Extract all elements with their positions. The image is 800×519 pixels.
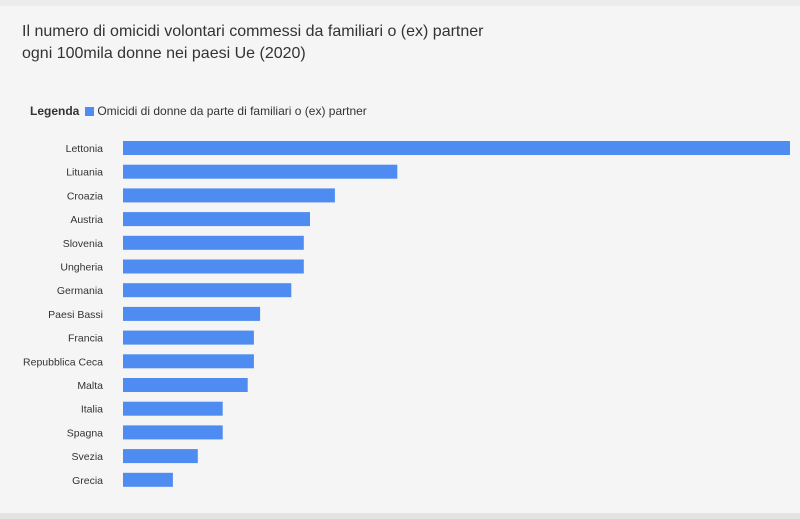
bar-lettonia: [123, 141, 790, 155]
category-label-svezia: Svezia: [71, 451, 103, 463]
category-label-croazia: Croazia: [67, 190, 103, 202]
category-label-germania: Germania: [57, 285, 103, 297]
bar-grecia: [123, 472, 173, 487]
chart-title-line-2: ogni 100mila donne nei paesi Ue (2020): [22, 45, 306, 62]
legend-label: Omicidi di donne da parte di familiari o…: [97, 104, 367, 118]
bar-austria: [123, 212, 310, 227]
category-label-austria: Austria: [70, 214, 103, 226]
top-edge: [0, 0, 800, 6]
category-label-ungheria: Ungheria: [60, 262, 103, 274]
category-label-paesi-bassi: Paesi Bassi: [48, 309, 103, 321]
bar-malta: [123, 378, 248, 392]
chart-title: Il numero di omicidi volontari commessi …: [22, 21, 642, 65]
category-label-lituania: Lituania: [66, 167, 103, 179]
legend-swatch: [85, 106, 95, 116]
category-label-slovenia: Slovenia: [63, 238, 103, 250]
bar-slovenia: [123, 235, 304, 250]
category-label-grecia: Grecia: [72, 475, 103, 487]
bar-paesi-bassi: [123, 306, 261, 321]
category-label-malta: Malta: [77, 380, 103, 392]
category-label-lettonia: Lettonia: [66, 143, 104, 155]
category-label-repubblica-ceca: Repubblica Ceca: [23, 356, 103, 368]
bar-repubblica-ceca: [123, 354, 254, 369]
bar-francia: [123, 330, 254, 345]
bar-svezia: [123, 449, 198, 464]
category-label-spagna: Spagna: [67, 427, 103, 439]
bar-spagna: [123, 425, 223, 440]
bar-lituania: [123, 164, 398, 179]
category-label-francia: Francia: [68, 333, 103, 345]
bottom-edge: [0, 513, 800, 519]
category-label-italia: Italia: [81, 404, 103, 416]
bar-ungheria: [123, 259, 304, 274]
bar-croazia: [123, 188, 335, 203]
legend: Legenda Omicidi di donne da parte di fam…: [30, 104, 367, 118]
bar-italia: [123, 401, 223, 416]
legend-title: Legenda: [30, 104, 80, 118]
chart-title-line-1: Il numero di omicidi volontari commessi …: [22, 23, 484, 40]
bar-germania: [123, 283, 292, 298]
